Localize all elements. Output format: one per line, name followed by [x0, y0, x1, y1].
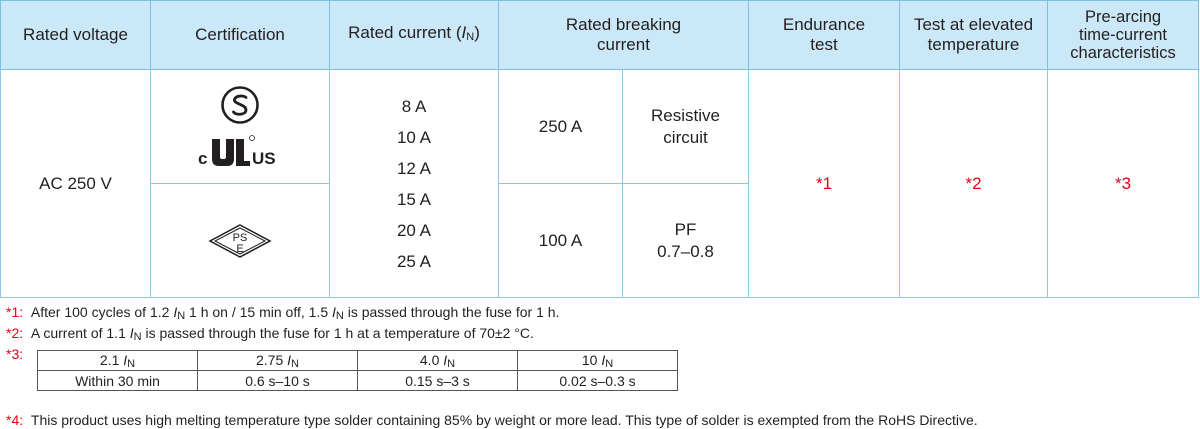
endurance-ref: *1 [748, 69, 900, 298]
header-breaking-line2: current [597, 35, 650, 54]
footnote-marker: *4: [6, 412, 24, 428]
breaking-current-250: 250 A [498, 69, 623, 184]
header-endurance-line1: Endurance [782, 15, 866, 34]
symbol-n: N [335, 310, 344, 322]
symbol-i: I [601, 351, 606, 368]
body-row-2: PS E 100 A PF 0.7–0.8 [1, 183, 1199, 298]
symbol-n: N [447, 357, 456, 370]
symbol-i: I [461, 23, 467, 42]
header-endurance-test: Endurance test [748, 0, 900, 70]
breaking-condition-line1: PF [674, 219, 697, 239]
header-elevated-line2: temperature [927, 35, 1020, 54]
breaking-condition-pf: PF 0.7–0.8 [622, 183, 749, 298]
footnote-3: *3: [6, 345, 23, 363]
prearc-time-row: Within 30 min 0.6 s–10 s 0.15 s–3 s 0.02… [37, 370, 678, 391]
cul-left-text: c [198, 149, 207, 168]
body-row-1: AC 250 V c US 8 A 10 A 12 A 15 A 20 A 25… [0, 69, 1199, 298]
multiplier-value: 2.1 [99, 351, 124, 368]
footnote-text: After 100 cycles of 1.2 [30, 304, 174, 320]
footnote-2: *2: A current of 1.1 IN is passed throug… [6, 324, 534, 346]
header-row: Rated voltage Certification Rated curren… [0, 0, 1199, 70]
cul-right-text: US [252, 149, 276, 168]
current-value: 25 A [396, 251, 432, 271]
multiplier-value: 4.0 [419, 351, 444, 368]
footnote-4: *4: This product uses high melting tempe… [6, 411, 978, 429]
symbol-n: N [466, 31, 475, 43]
header-certification: Certification [150, 0, 330, 70]
header-prearc-line2: time-current [1078, 26, 1168, 44]
header-endurance-line2: test [810, 35, 838, 54]
header-breaking-line1: Rated breaking [565, 15, 682, 34]
rated-voltage-cell: AC 250 V [0, 69, 151, 298]
rated-current-list: 8 A 10 A 12 A 15 A 20 A 25 A [329, 69, 499, 298]
symbol-n: N [133, 331, 142, 343]
cert-s-ul-cell: c US [150, 69, 330, 184]
footnote-1: *1: After 100 cycles of 1.2 IN 1 h on / … [6, 303, 559, 325]
symbol-n: N [177, 310, 186, 322]
current-value: 8 A [401, 96, 427, 116]
cert-pse-cell: PS E [150, 183, 330, 298]
prearc-multiplier: 10 IN [517, 350, 678, 371]
symbol-i: I [123, 351, 128, 368]
symbol-n: N [127, 357, 136, 370]
header-prearc-line3: characteristics [1070, 44, 1176, 62]
prearc-multiplier: 2.75 IN [197, 350, 358, 371]
symbol-n: N [605, 357, 614, 370]
current-value: 12 A [396, 158, 432, 178]
spec-table: Rated voltage Certification Rated curren… [0, 0, 1199, 298]
current-value: 15 A [396, 189, 432, 209]
header-rated-current: Rated current (IN) [329, 0, 499, 70]
header-rated-voltage: Rated voltage [0, 0, 151, 70]
pse-mark-icon: PS E [208, 223, 272, 258]
breaking-condition-resistive: Resistive circuit [622, 69, 749, 184]
paren-close: ) [474, 23, 480, 42]
multiplier-value: 10 [581, 351, 602, 368]
footnote-text: This product uses high melting temperatu… [30, 412, 978, 428]
footnote-text: is passed through the fuse for 1 h at a … [141, 325, 534, 341]
symbol-i: I [129, 325, 134, 341]
s-mark-icon [221, 85, 259, 124]
symbol-i: I [332, 304, 336, 320]
elevated-ref: *2 [899, 69, 1048, 298]
symbol-i: I [287, 351, 292, 368]
header-elevated-line1: Test at elevated [913, 15, 1034, 34]
footnote-text: A current of 1.1 [30, 325, 130, 341]
breaking-condition-line2: circuit [663, 127, 708, 147]
breaking-current-100: 100 A [498, 183, 623, 298]
current-value: 10 A [396, 127, 432, 147]
header-elevated-temperature: Test at elevated temperature [899, 0, 1048, 70]
breaking-condition-line2: 0.7–0.8 [657, 241, 714, 261]
current-value: 20 A [396, 220, 432, 240]
prearc-time: Within 30 min [37, 370, 198, 391]
cul-us-mark-icon: c US [198, 134, 276, 168]
multiplier-value: 2.75 [256, 351, 288, 368]
footnote-text: 1 h on / 15 min off, 1.5 [185, 304, 332, 320]
pse-bottom-text: E [236, 243, 243, 255]
symbol-n: N [291, 357, 299, 370]
prearc-time: 0.15 s–3 s [357, 370, 518, 391]
footnote-marker: *3: [6, 346, 24, 362]
prearc-time: 0.6 s–10 s [197, 370, 358, 391]
footnote-marker: *1: [6, 304, 24, 320]
prearc-multiplier: 2.1 IN [37, 350, 198, 371]
header-rated-breaking-current: Rated breaking current [498, 0, 749, 70]
prearc-multiplier-row: 2.1 IN 2.75 IN 4.0 IN 10 IN [37, 350, 678, 371]
prearcing-table: 2.1 IN 2.75 IN 4.0 IN 10 IN Within 30 mi… [37, 350, 678, 391]
pse-top-text: PS [233, 232, 248, 244]
header-prearcing: Pre-arcing time-current characteristics [1047, 0, 1199, 70]
footnote-marker: *2: [6, 325, 24, 341]
symbol-i: I [173, 304, 178, 320]
header-prearc-line1: Pre-arcing [1084, 8, 1162, 26]
breaking-condition-line1: Resistive [651, 105, 720, 125]
footnote-text: is passed through the fuse for 1 h. [343, 304, 560, 320]
prearc-ref: *3 [1047, 69, 1199, 298]
header-rated-current-text: Rated current ( [348, 23, 462, 42]
prearc-multiplier: 4.0 IN [357, 350, 518, 371]
prearc-time: 0.02 s–0.3 s [517, 370, 678, 391]
symbol-i: I [443, 351, 448, 368]
